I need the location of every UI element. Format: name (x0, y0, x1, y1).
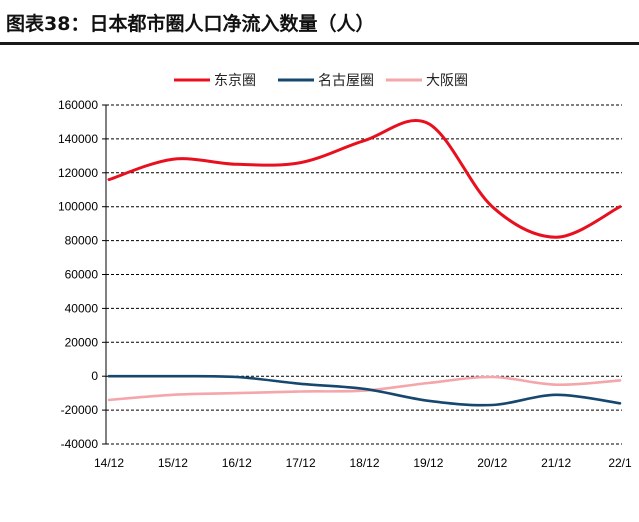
y-tick-label: 160000 (58, 98, 98, 112)
y-tick-label: 60000 (65, 268, 99, 282)
legend-item-osaka: 大阪圈 (386, 73, 468, 89)
x-tick-label: 16/12 (222, 456, 252, 470)
y-tick-label: 140000 (58, 132, 98, 146)
legend-item-nagoya: 名古屋圈 (278, 73, 374, 89)
x-tick-label: 17/12 (286, 456, 316, 470)
legend-item-tokyo: 东京圈 (174, 73, 256, 89)
legend-label: 东京圈 (214, 73, 256, 89)
title-rule (0, 42, 639, 45)
y-tick-label: 20000 (65, 335, 99, 349)
series-line-nagoya (107, 374, 622, 407)
x-tick-label: 14/12 (94, 456, 124, 470)
y-tick-label: 40000 (65, 301, 99, 315)
x-tick-label: 20/12 (477, 456, 507, 470)
legend-label: 大阪圈 (426, 73, 468, 89)
legend-label: 名古屋圈 (318, 73, 374, 89)
title-bar: 图表38：日本都市圈人口净流入数量（人） (0, 0, 639, 45)
x-tick-label: 21/12 (541, 456, 571, 470)
y-tick-label: 0 (91, 369, 98, 383)
y-tick-label: 100000 (58, 200, 98, 214)
chart-axes: 160000 140000 120000 100000 80000 60000 40000 2… (58, 98, 632, 470)
y-tick-label: -20000 (61, 403, 99, 417)
grid-lines (106, 104, 622, 445)
x-tick-label: 19/12 (413, 456, 443, 470)
x-tick-label: 18/12 (349, 456, 379, 470)
series-line-tokyo (107, 119, 622, 239)
y-tick-label: 120000 (58, 166, 98, 180)
x-tick-label: 22/1 (608, 456, 632, 470)
page-title: 图表38：日本都市圈人口净流入数量（人） (6, 13, 375, 35)
chart-legend: 东京圈 名古屋圈 大阪圈 (174, 73, 468, 89)
y-tick-label: -40000 (61, 437, 99, 451)
y-tick-label: 80000 (65, 234, 99, 248)
chart-series (107, 119, 622, 407)
x-tick-label: 15/12 (158, 456, 188, 470)
